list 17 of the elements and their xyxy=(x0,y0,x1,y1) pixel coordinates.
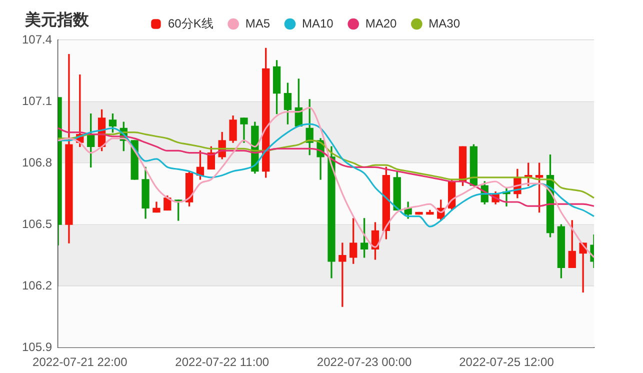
y-tick-label: 106.8 xyxy=(22,155,52,170)
candlestick xyxy=(415,212,423,215)
legend-label: MA20 xyxy=(365,16,398,30)
y-tick-label: 107.1 xyxy=(22,94,52,108)
legend-label: 60分K线 xyxy=(168,16,214,30)
y-tick-label: 106.5 xyxy=(22,216,52,231)
y-tick-label: 106.2 xyxy=(22,278,52,292)
legend-label: MA10 xyxy=(302,16,334,30)
x-tick-label: 2022-07-25 12:00 xyxy=(459,355,554,370)
y-tick-label: 105.9 xyxy=(22,340,52,354)
x-tick-label: 2022-07-21 22:00 xyxy=(32,355,128,370)
legend-label: MA5 xyxy=(245,16,270,30)
legend-label: MA30 xyxy=(428,16,460,30)
chart-title: 美元指数 xyxy=(25,10,89,31)
x-tick-label: 2022-07-23 00:00 xyxy=(316,355,412,370)
y-tick-label: 107.4 xyxy=(22,32,52,46)
x-tick-label: 2022-07-22 11:00 xyxy=(175,355,270,370)
